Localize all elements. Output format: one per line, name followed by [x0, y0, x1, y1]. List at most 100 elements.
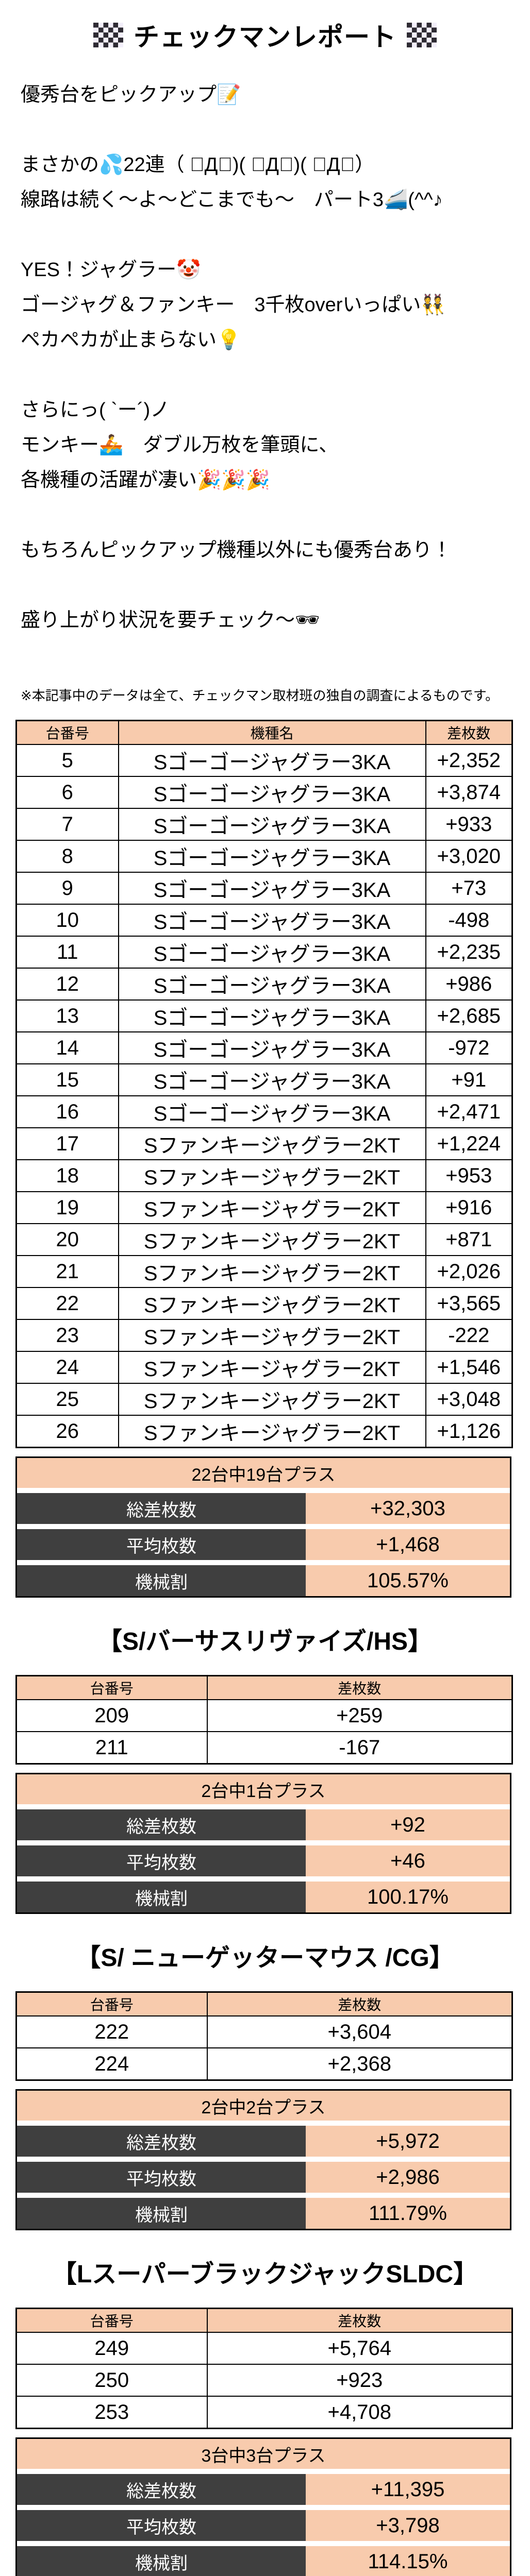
table-row: 20 Sファンキージャグラー2KT +871 [15, 1223, 513, 1256]
diff-count-cell: +259 [206, 1699, 513, 1732]
table-header-cell: 差枚数 [206, 2308, 513, 2333]
intro-blank-line [21, 498, 530, 533]
table-row: 250 +923 [15, 2364, 513, 2397]
summary-value: 114.15% [306, 2546, 510, 2576]
table-row: 8 Sゴーゴージャグラー3KA +3,020 [15, 840, 513, 873]
summary-value: +3,798 [306, 2510, 510, 2541]
table-row: 21 Sファンキージャグラー2KT +2,026 [15, 1255, 513, 1288]
table-row: 23 Sファンキージャグラー2KT -222 [15, 1319, 513, 1352]
machine-table: 台番号 機種名 差枚数 5 Sゴーゴージャグラー3KA +2,352 6 Sゴーゴージャグラー… [15, 720, 513, 1448]
machine-number-cell: 24 [15, 1351, 119, 1384]
table-row: 6 Sゴーゴージャグラー3KA +3,874 [15, 776, 513, 809]
machine-number-cell: 14 [15, 1031, 119, 1064]
machine-number-cell: 5 [15, 744, 119, 777]
intro-line: まさかの💦22連（ ゚Д゚)( ゚Д゚)( ゚Д゚） [21, 154, 375, 176]
intro-blank-line [21, 217, 530, 252]
summary-label: 機械割 [17, 1882, 306, 1912]
summary-label: 総差枚数 [17, 2126, 306, 2157]
table-header-cell: 機種名 [118, 720, 426, 745]
machine-number-cell: 253 [15, 2396, 208, 2429]
intro-blank-line [21, 638, 530, 673]
machine-number-cell: 209 [15, 1699, 208, 1732]
diff-count-cell: -222 [425, 1319, 513, 1352]
table-row: 16 Sゴーゴージャグラー3KA +2,471 [15, 1095, 513, 1128]
machine-sections: 【S/バーサスリヴァイズ/HS】 台番号 差枚数 209 +259 211 -167 2台中1… [0, 1621, 530, 2576]
machine-name-cell: Sファンキージャグラー2KT [118, 1383, 426, 1416]
diff-count-cell: +3,020 [425, 840, 513, 873]
machine-name-cell: Sゴーゴージャグラー3KA [118, 840, 426, 873]
machine-number-cell: 22 [15, 1287, 119, 1320]
table-row: 5 Sゴーゴージャグラー3KA +2,352 [15, 744, 513, 777]
intro-line: モンキー🚣 ダブル万枚を筆頭に、 [21, 434, 339, 456]
summary-value: +46 [306, 1845, 510, 1876]
table-row: 14 Sゴーゴージャグラー3KA -972 [15, 1031, 513, 1064]
machine-number-cell: 18 [15, 1159, 119, 1192]
table-header-cell: 台番号 [15, 1991, 208, 2016]
diff-count-cell: +923 [206, 2364, 513, 2397]
machine-number-cell: 249 [15, 2332, 208, 2365]
summary-value: +5,972 [306, 2126, 510, 2157]
machine-section: 【S/バーサスリヴァイズ/HS】 台番号 差枚数 209 +259 211 -167 2台中1… [0, 1621, 530, 1914]
summary-block: 2台中2台プラス 総差枚数 +5,972 平均枚数 +2,986 機械割 111.79% [15, 2089, 511, 2230]
table-header-cell: 差枚数 [425, 720, 513, 745]
summary-label: 平均枚数 [17, 2162, 306, 2193]
machine-number-cell: 11 [15, 936, 119, 969]
table-row: 7 Sゴーゴージャグラー3KA +933 [15, 808, 513, 841]
machine-number-cell: 20 [15, 1223, 119, 1256]
summary-block: 22台中19台プラス 総差枚数 +32,303 平均枚数 +1,468 機械割 105.57… [15, 1456, 511, 1598]
machine-number-cell: 12 [15, 968, 119, 1001]
summary-block: 3台中3台プラス 総差枚数 +11,395 平均枚数 +3,798 機械割 114.15% [15, 2437, 511, 2576]
machine-table: 台番号 差枚数 249 +5,764 250 +923 253 +4,708 [15, 2308, 513, 2429]
machine-number-cell: 17 [15, 1127, 119, 1160]
page-title-text: チェックマンレポート [134, 23, 396, 52]
summary-label: 総差枚数 [17, 1809, 306, 1840]
table-header-row: 台番号 差枚数 [15, 1675, 513, 1700]
intro-line: ペカペカが止まらない💡 [21, 329, 241, 351]
section-title: 【LスーパーブラックジャックSLDC】 [52, 2261, 478, 2288]
diff-count-cell: +2,471 [425, 1095, 513, 1128]
table-header-cell: 差枚数 [206, 1991, 513, 2016]
machine-name-cell: Sファンキージャグラー2KT [118, 1415, 426, 1448]
table-row: 15 Sゴーゴージャグラー3KA +91 [15, 1063, 513, 1096]
table-row: 17 Sファンキージャグラー2KT +1,224 [15, 1127, 513, 1160]
summary-label: 機械割 [17, 1565, 306, 1596]
intro-blank-line [21, 568, 530, 603]
machine-name-cell: Sゴーゴージャグラー3KA [118, 1031, 426, 1064]
table-header-cell: 台番号 [15, 720, 119, 745]
table-header-cell: 台番号 [15, 2308, 208, 2333]
summary-row: 平均枚数 +46 [17, 1845, 510, 1876]
diff-count-cell: +73 [425, 872, 513, 905]
summary-row: 総差枚数 +32,303 [17, 1493, 510, 1524]
plus-count-banner: 22台中19台プラス [17, 1458, 510, 1488]
summary-row: 平均枚数 +1,468 [17, 1529, 510, 1560]
summary-row: 機械割 114.15% [17, 2546, 510, 2576]
intro-blank-line [21, 358, 530, 393]
summary-block: 2台中1台プラス 総差枚数 +92 平均枚数 +46 機械割 100.17% [15, 1773, 511, 1914]
summary-label: 機械割 [17, 2198, 306, 2229]
machine-number-cell: 222 [15, 2015, 208, 2048]
diff-count-cell: +3,604 [206, 2015, 513, 2048]
diff-count-cell: +2,235 [425, 936, 513, 969]
summary-value: +92 [306, 1809, 510, 1840]
machine-table: 台番号 差枚数 222 +3,604 224 +2,368 [15, 1991, 513, 2081]
diff-count-cell: +1,224 [425, 1127, 513, 1160]
diff-count-cell: +3,874 [425, 776, 513, 809]
plus-count-banner: 3台中3台プラス [17, 2439, 510, 2469]
table-row: 9 Sゴーゴージャグラー3KA +73 [15, 872, 513, 905]
machine-number-cell: 250 [15, 2364, 208, 2397]
intro-line: さらにっ( `ー´)ノ [21, 399, 170, 421]
machine-name-cell: Sゴーゴージャグラー3KA [118, 1095, 426, 1128]
machine-number-cell: 16 [15, 1095, 119, 1128]
intro-line: YES！ジャグラー🤡 [21, 259, 201, 281]
summary-label: 平均枚数 [17, 1529, 306, 1560]
checkered-flag-icon [407, 23, 437, 47]
table-row: 19 Sファンキージャグラー2KT +916 [15, 1191, 513, 1224]
disclaimer-note: ※本記事中のデータは全て、チェックマン取材班の独自の調査によるものです。 [21, 688, 499, 703]
table-row: 25 Sファンキージャグラー2KT +3,048 [15, 1383, 513, 1416]
diff-count-cell: -972 [425, 1031, 513, 1064]
checkered-flag-icon [93, 23, 123, 47]
diff-count-cell: +5,764 [206, 2332, 513, 2365]
machine-name-cell: Sファンキージャグラー2KT [118, 1255, 426, 1288]
summary-value: 105.57% [306, 1565, 510, 1596]
table-row: 222 +3,604 [15, 2015, 513, 2048]
